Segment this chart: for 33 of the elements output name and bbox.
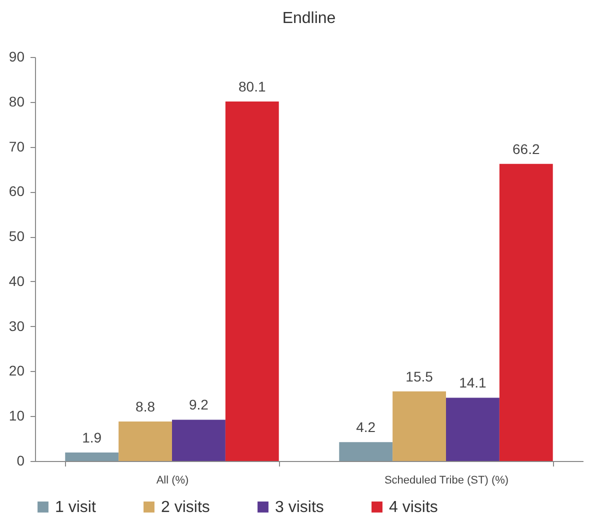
bar [118, 422, 172, 461]
data-label: 4.2 [356, 419, 376, 436]
y-tick-label: 60 [8, 183, 25, 200]
y-tick-label: 50 [8, 228, 25, 244]
chart-title: Endline [282, 10, 336, 27]
bar [172, 420, 226, 461]
legend-label: 2 visits [161, 499, 210, 513]
data-label: 1.9 [82, 429, 102, 446]
data-label: 14.1 [459, 374, 487, 391]
y-tick-label: 70 [8, 138, 25, 154]
x-tick-label: Scheduled Tribe (ST) (%) [384, 474, 509, 486]
data-label: 9.2 [188, 396, 209, 413]
legend-label: 1 visit [55, 499, 96, 513]
y-tick-label: 80 [8, 93, 25, 110]
data-label: 8.8 [136, 398, 156, 414]
bar [65, 452, 119, 461]
data-label: 66.2 [512, 140, 540, 157]
bar [499, 164, 553, 461]
y-tick-label: 40 [8, 272, 25, 289]
y-tick-label: 20 [8, 362, 25, 379]
data-label: 15.5 [406, 368, 434, 384]
y-tick-label: 30 [8, 318, 25, 334]
y-tick-label: 0 [16, 452, 25, 468]
bar [225, 101, 279, 461]
y-tick-label: 90 [8, 48, 25, 64]
x-tick-label: All (%) [156, 474, 189, 486]
bar [339, 442, 393, 461]
legend-label: 4 visits [389, 499, 438, 513]
bar [446, 398, 500, 461]
y-tick-label: 10 [8, 408, 25, 424]
bar [392, 391, 446, 461]
data-label: 80.1 [238, 78, 266, 94]
legend-label: 3 visits [275, 499, 324, 513]
